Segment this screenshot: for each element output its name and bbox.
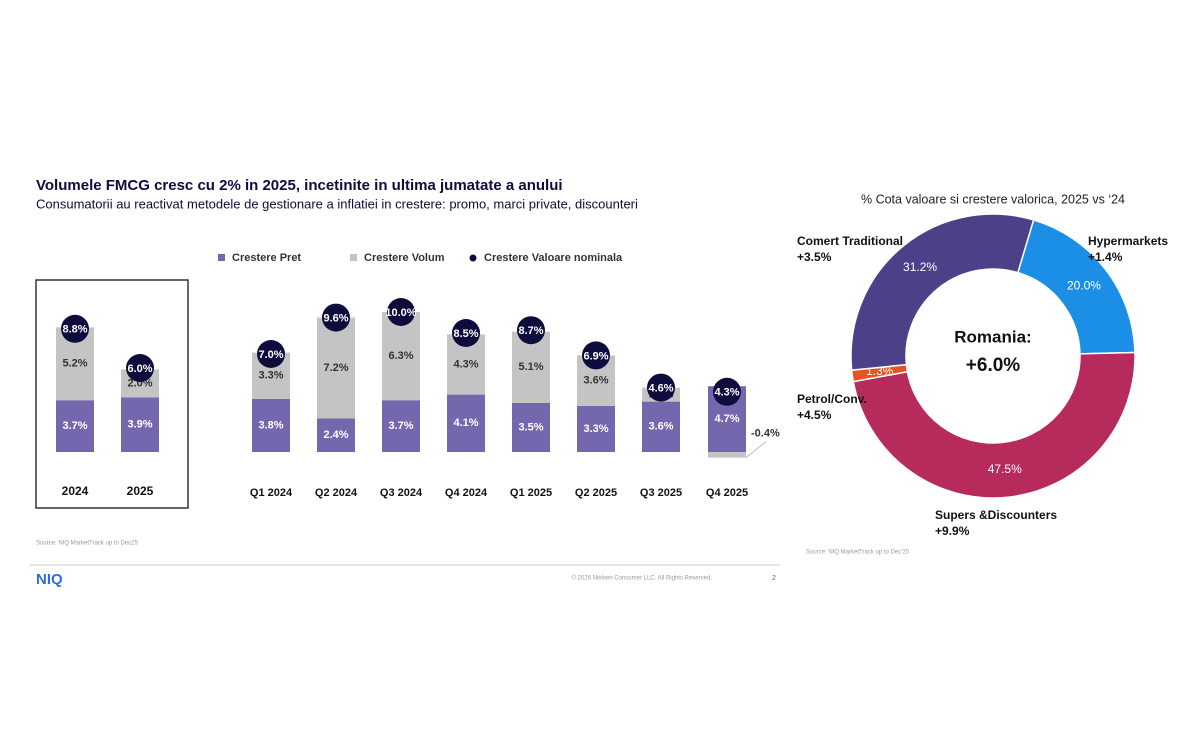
chart-title: Volumele FMCG cresc cu 2% in 2025, incet… (36, 177, 563, 194)
value-marker (322, 303, 350, 332)
segment-label: 20.0% (1067, 279, 1101, 293)
legend-label: Crestere Volum (364, 252, 445, 264)
segment-label: 31.2% (903, 260, 937, 274)
legend-marker (469, 254, 477, 262)
value-label: 4.3% (453, 358, 478, 370)
bar-segment (382, 400, 420, 452)
bar-segment (512, 403, 550, 452)
value-label: 5.1% (518, 361, 543, 373)
x-tick-label: Q2 2024 (315, 487, 358, 499)
donut-source: Source: NIQ MarketTrack up to Dec'25 (806, 550, 910, 556)
value-marker (126, 354, 154, 382)
x-tick-label: Q2 2025 (575, 487, 617, 499)
value-label: 8.7% (518, 325, 543, 337)
value-label: 10.0% (385, 307, 416, 319)
value-marker (517, 316, 545, 345)
source-note: Source: NIQ MarketTrack up to Dec25 (36, 541, 138, 547)
value-label: 9.6% (323, 313, 348, 325)
value-label: 3.3% (258, 370, 283, 382)
x-tick-label: Q3 2024 (380, 487, 423, 499)
page-number: 2 (772, 575, 776, 582)
value-label: 7.0% (258, 349, 283, 361)
growth-label: +9.9% (935, 524, 970, 538)
value-label: 8.8% (62, 324, 87, 336)
category-label: Comert Traditional (797, 234, 903, 248)
value-label: 3.5% (518, 421, 543, 433)
value-label: 3.9% (127, 419, 152, 431)
value-label: 4.6% (648, 383, 673, 395)
value-label: 4.3% (714, 387, 739, 399)
value-label: 3.3% (583, 423, 608, 435)
x-tick-label: Q1 2025 (510, 487, 552, 499)
bar-segment (317, 317, 355, 419)
x-tick-label: 2025 (127, 484, 154, 498)
donut-segment (852, 351, 1136, 499)
donut-segment (850, 213, 1035, 371)
x-tick-label: Q4 2024 (445, 487, 488, 499)
chart-subtitle: Consumatorii au reactivat metodele de ge… (36, 196, 638, 211)
legend-marker (350, 254, 357, 261)
value-label: 8.5% (453, 328, 478, 340)
value-label: 3.8% (258, 419, 283, 431)
value-label: 6.3% (388, 350, 413, 362)
value-label: 3.7% (62, 420, 87, 432)
bar-segment (317, 418, 355, 452)
value-label: 4.1% (453, 417, 478, 429)
center-value: +6.0% (966, 355, 1021, 376)
value-label: 6.0% (127, 363, 152, 375)
growth-label: +3.5% (797, 250, 832, 264)
value-label: 2.4% (323, 429, 348, 441)
value-marker (387, 298, 415, 326)
x-tick-label: 2024 (62, 484, 89, 498)
logo: NIQ (36, 571, 63, 588)
annual-frame (35, 279, 189, 509)
bar-segment (447, 394, 485, 452)
growth-label: +4.5% (797, 408, 832, 422)
segment-label: 47.5% (988, 462, 1022, 476)
legend-label: Crestere Pret (232, 252, 301, 264)
growth-label: +1.4% (1088, 250, 1123, 264)
copyright: © 2026 Nielsen Consumer LLC. All Rights … (572, 575, 713, 582)
value-label: 3.7% (388, 420, 413, 432)
value-label: 4.7% (714, 413, 739, 425)
x-tick-label: Q4 2025 (706, 487, 748, 499)
donut-title: % Cota valoare si crestere valorica, 202… (861, 192, 1125, 206)
value-marker (257, 340, 285, 368)
value-marker (582, 341, 610, 370)
center-label: Romania: (954, 327, 1031, 346)
bar-segment (121, 397, 159, 452)
bar-segment (252, 398, 290, 452)
bar-segment (56, 400, 94, 452)
bar-segment (642, 401, 680, 452)
category-label: Petrol/Conv. (797, 392, 867, 406)
category-label: Supers &Discounters (935, 508, 1057, 522)
bar-segment (382, 312, 420, 401)
value-label: 3.6% (583, 375, 608, 387)
value-label: 5.2% (62, 358, 87, 370)
value-marker (647, 373, 675, 402)
bar-segment (577, 405, 615, 452)
legend-marker (218, 254, 225, 261)
value-marker (61, 314, 89, 343)
legend-label: Crestere Valoare nominala (484, 252, 623, 264)
bar-segment (708, 452, 746, 458)
value-label: -0.4% (751, 428, 780, 440)
value-label: 3.6% (648, 421, 673, 433)
value-label: 6.9% (583, 350, 608, 362)
value-marker (452, 319, 480, 347)
x-tick-label: Q3 2025 (640, 487, 682, 499)
value-marker (713, 377, 741, 406)
x-tick-label: Q1 2024 (250, 487, 293, 499)
leader-line (745, 441, 767, 458)
category-label: Hypermarkets (1088, 234, 1168, 248)
value-label: 7.2% (323, 362, 348, 374)
